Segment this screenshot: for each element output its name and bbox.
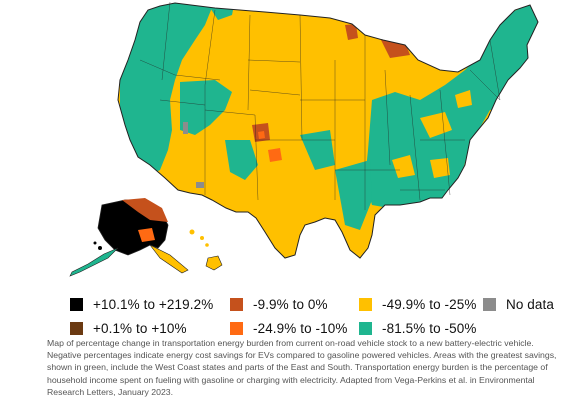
orange-region xyxy=(258,131,265,139)
legend-label: -49.9% to -25% xyxy=(382,296,477,312)
legend-item-4: -24.9% to -10% xyxy=(230,319,347,337)
alaska-peninsula xyxy=(69,247,119,277)
orange-region xyxy=(345,24,358,40)
state-border xyxy=(439,89,451,196)
legend-item-3: -9.9% to 0% xyxy=(230,295,328,313)
state-border xyxy=(204,109,256,116)
state-border xyxy=(174,74,221,81)
conus-outline xyxy=(117,2,539,259)
state-border xyxy=(469,69,501,101)
alaska-north-slope xyxy=(122,198,168,222)
hawaii-island xyxy=(189,229,195,235)
legend-label: -81.5% to -50% xyxy=(382,320,477,336)
orange-region xyxy=(268,148,282,162)
no-data-area xyxy=(183,122,188,134)
state-borders xyxy=(139,1,501,210)
green-region xyxy=(120,3,215,175)
legend-item-2: +0.1% to +10% xyxy=(70,319,187,337)
green-region xyxy=(335,160,372,230)
state-border xyxy=(139,59,176,76)
alaska-panhandle xyxy=(149,244,189,274)
hawaii-inset xyxy=(189,229,223,271)
state-border xyxy=(409,94,421,201)
state-border xyxy=(489,39,501,101)
alaska-island xyxy=(93,241,97,245)
caption-text: Map of percentage change in transportati… xyxy=(47,338,557,397)
state-border xyxy=(254,114,259,201)
legend-item-5: -49.9% to -25% xyxy=(359,295,476,313)
orange-swatch-icon xyxy=(230,321,243,335)
gray-swatch-icon xyxy=(483,297,496,311)
state-border xyxy=(161,1,171,81)
figure-caption: Map of percentage change in transportati… xyxy=(47,337,565,400)
legend-label: No data xyxy=(506,296,554,312)
yellow-region xyxy=(392,155,415,178)
legend-item-1: +10.1% to +219.2% xyxy=(70,295,213,313)
alaska-south-region xyxy=(138,228,155,242)
hawaii-big-island xyxy=(205,255,223,271)
black-swatch-icon xyxy=(70,297,83,311)
state-border xyxy=(299,14,303,141)
state-border xyxy=(204,9,216,86)
conus-map xyxy=(117,1,539,259)
green-region xyxy=(225,140,258,180)
state-border xyxy=(247,14,251,111)
no-data-area xyxy=(196,182,204,188)
green-region xyxy=(180,80,232,135)
green-swatch-icon xyxy=(359,321,372,335)
legend-label: -24.9% to -10% xyxy=(253,320,348,336)
yellow-region xyxy=(455,90,472,108)
alaska-inset xyxy=(69,198,189,277)
brown-swatch-icon xyxy=(70,321,83,335)
legend-item-7: No data xyxy=(483,295,554,313)
rust-swatch-icon xyxy=(230,297,243,311)
legend-item-6: -81.5% to -50% xyxy=(359,319,476,337)
state-border xyxy=(247,59,301,63)
green-region xyxy=(365,3,538,210)
yellow-region xyxy=(430,158,450,178)
legend-label: +10.1% to +219.2% xyxy=(93,296,214,312)
alaska-island xyxy=(98,246,102,250)
hawaii-island xyxy=(200,236,204,240)
legend-label: +0.1% to +10% xyxy=(93,320,187,336)
state-border xyxy=(384,69,391,166)
hawaii-island xyxy=(205,243,209,247)
legend-label: -9.9% to 0% xyxy=(253,296,328,312)
us-county-choropleth-map xyxy=(69,1,539,277)
map-legend: +10.1% to +219.2% +0.1% to +10% -9.9% to… xyxy=(70,293,570,337)
state-border xyxy=(249,89,301,96)
state-border xyxy=(159,99,206,106)
yellow-swatch-icon xyxy=(359,297,372,311)
